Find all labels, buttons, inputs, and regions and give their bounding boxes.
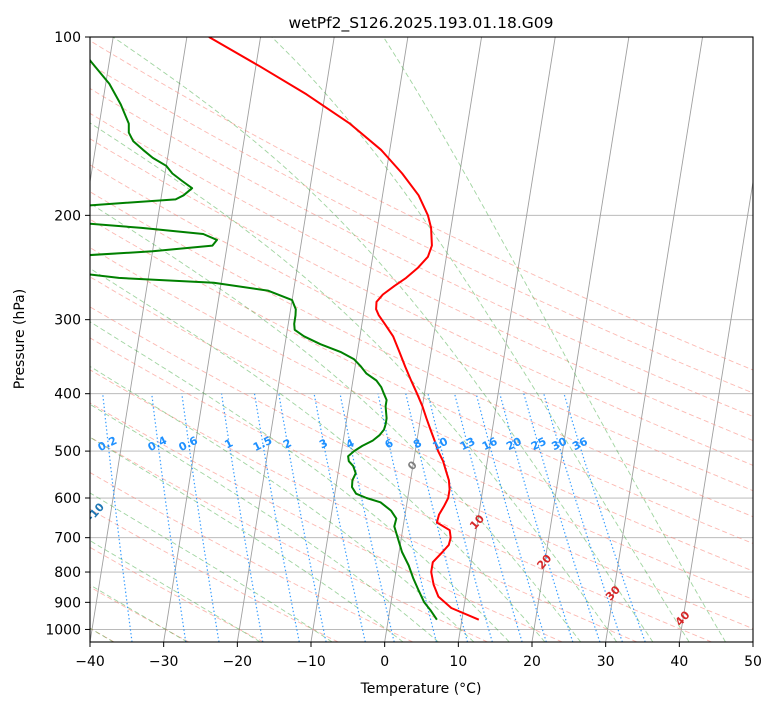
mixing-ratio-line [454,393,523,642]
x-tick-label: −30 [149,654,179,670]
isotherm--20 [236,37,335,642]
y-tick-label: 700 [54,531,81,547]
moist-adiabat [383,37,726,642]
y-tick-label: 100 [54,30,81,46]
mixing-ratio-line [278,393,327,642]
dry-adiabat [90,306,753,630]
y-tick-label: 600 [54,491,81,507]
x-tick-label: 10 [449,654,467,670]
mixing-ratio-line [523,393,601,642]
isotherm--40 [90,37,188,642]
mixing-ratio-label: 30 [549,435,569,454]
moist-adiabat [90,321,510,642]
mixing-ratio-label: 20 [504,435,524,454]
y-tick-label: 400 [54,387,81,403]
mixing-ratio-line [151,393,187,642]
moist-adiabat [271,37,690,642]
mixing-ratio-line [475,393,547,642]
isotherm--50 [90,37,114,185]
moist-adiabat [90,403,439,642]
isotherm--30 [163,37,261,642]
plot-frame [89,36,754,643]
dry-adiabat [90,337,712,642]
x-axis: −40 −30 −20 −10 0 10 20 30 40 50 [75,642,762,670]
plot-area [90,37,753,642]
mixing-ratio-label: 16 [480,435,500,454]
dry-adiabat [90,87,753,417]
dewpoint-profile [90,58,438,621]
x-axis-title: Temperature (°C) [360,681,482,697]
mixing-ratio-line [102,393,133,642]
moist-adiabat [90,540,261,642]
isotherm-10 [457,37,556,642]
mixing-ratio-label: 10 [431,435,451,454]
mixing-ratio-line [427,393,493,642]
mixing-ratio-line [339,393,395,642]
dry-adiabat [90,471,414,642]
dry-adiabat [90,402,563,642]
mixing-ratio-line [313,393,366,642]
x-tick-label: 20 [523,654,541,670]
moist-adiabat [90,267,546,642]
y-axis: 100 200 300 400 500 600 700 800 900 1000 [45,30,90,638]
dry-adiabat [90,369,638,642]
dry-adiabat [90,247,753,572]
isotherm-0 [384,37,482,642]
x-tick-label: −10 [296,654,326,670]
isotherm-40 [678,179,753,642]
x-tick-label: 50 [744,654,762,670]
moist-adiabat [90,365,475,642]
y-tick-label: 900 [54,595,81,611]
x-tick-label: 30 [597,654,615,670]
mixing-ratio-label: 13 [458,435,477,453]
isotherm-30 [605,37,703,642]
y-tick-label: 1000 [45,622,81,638]
x-tick-label: −40 [75,654,105,670]
moist-adiabat [112,37,654,642]
mixing-ratio-label: 25 [529,435,548,453]
x-tick-label: 40 [670,654,688,670]
y-tick-label: 500 [54,444,81,460]
y-axis-title: Pressure (hPa) [12,289,28,389]
moist-adiabat [90,584,188,642]
y-tick-label: 300 [54,313,81,329]
x-tick-label: −20 [223,654,253,670]
x-tick-label: 0 [380,654,389,670]
dry-adiabat [90,191,753,518]
dry-adiabat [90,40,753,371]
y-tick-label: 800 [54,565,81,581]
mixing-ratio-line [499,393,574,642]
dry-adiabat [90,546,264,642]
chart-title: wetPf2_S126.2025.193.01.18.G09 [289,14,554,33]
y-tick-label: 200 [54,208,81,224]
temperature-profile [208,37,480,621]
dry-adiabat [90,436,488,642]
isotherm-20 [531,37,630,642]
dry-adiabat [90,63,753,394]
dry-adiabat [90,164,753,492]
mixing-ratio-label: 36 [570,435,590,454]
moist-adiabat [90,122,618,642]
